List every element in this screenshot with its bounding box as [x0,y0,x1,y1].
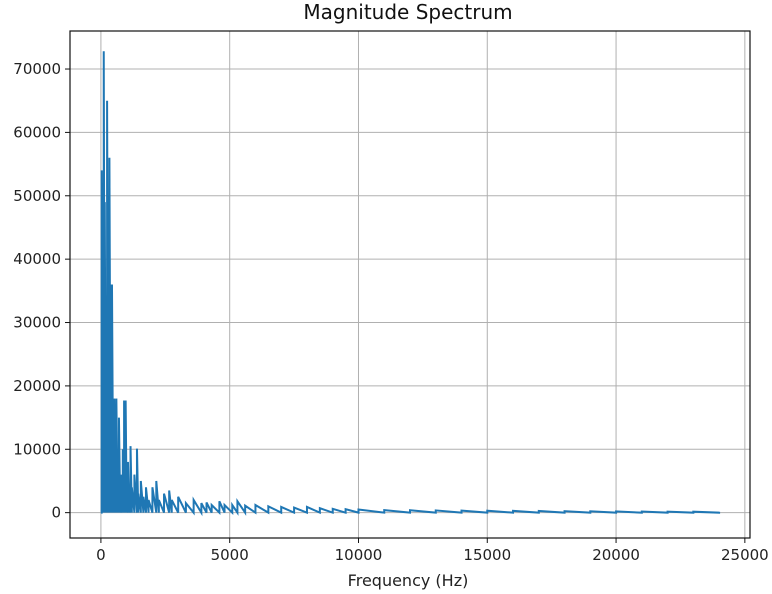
y-tick-label: 40000 [13,250,61,268]
y-tick-label: 10000 [13,440,61,458]
x-axis-label: Frequency (Hz) [348,571,469,590]
grid [70,31,750,538]
y-axis: 0 10000 20000 30000 40000 50000 60000 70000 [13,60,70,522]
y-tick-label: 60000 [13,123,61,141]
x-tick-label: 20000 [592,546,640,564]
y-tick-label: 50000 [13,187,61,205]
x-tick-label: 25000 [721,546,769,564]
y-tick-label: 30000 [13,314,61,332]
plot-area-frame [69,30,751,539]
y-tick-label: 70000 [13,60,61,78]
y-tick-label: 0 [51,504,61,522]
chart-title: Magnitude Spectrum [303,0,512,24]
spectrum-line [100,51,721,517]
series-layer [100,51,721,517]
x-tick-label: 10000 [335,546,383,564]
y-tick-label: 20000 [13,377,61,395]
x-axis: 0 5000 10000 15000 20000 25000 [96,538,769,564]
x-tick-label: 0 [96,546,106,564]
x-tick-label: 15000 [463,546,511,564]
x-tick-label: 5000 [211,546,249,564]
